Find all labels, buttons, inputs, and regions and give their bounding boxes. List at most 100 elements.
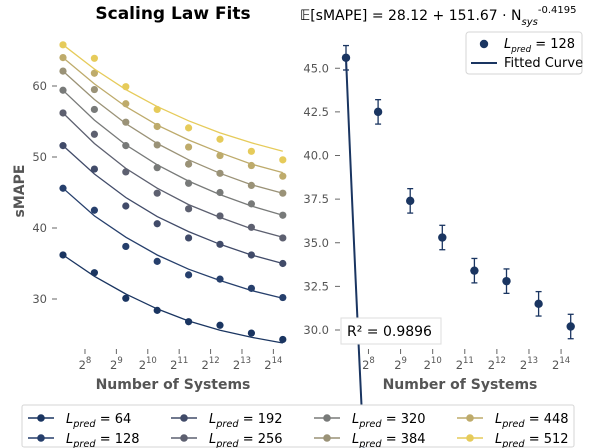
left-point-256 bbox=[122, 168, 130, 176]
right-x-tick-label: 212 bbox=[488, 356, 506, 372]
left-point-256 bbox=[216, 212, 224, 220]
left-point-448 bbox=[122, 100, 130, 108]
left-point-320 bbox=[279, 211, 287, 219]
right-x-tick-label: 211 bbox=[456, 356, 474, 372]
left-x-ticks: 28 29 210 211 212 213 214 bbox=[79, 349, 282, 372]
right-x-tick-label: 210 bbox=[424, 356, 442, 372]
left-point-448 bbox=[153, 122, 161, 131]
right-x-axis-label: Number of Systems bbox=[383, 377, 538, 393]
bottom-legend-marker bbox=[180, 434, 188, 442]
legend-label: Lpred = 128 bbox=[504, 37, 575, 55]
left-point-256 bbox=[90, 130, 98, 138]
left-y-tick-label: 50 bbox=[32, 150, 47, 164]
left-point-128 bbox=[247, 284, 255, 292]
left-fit-curve-192 bbox=[62, 145, 283, 265]
left-point-128 bbox=[122, 242, 130, 251]
left-point-384 bbox=[279, 189, 287, 197]
bottom-legend-marker bbox=[466, 414, 474, 422]
left-point-256 bbox=[59, 109, 67, 117]
right-y-ticks: 30.0 32.5 35.0 37.5 40.0 42.5 45.0 bbox=[303, 61, 340, 337]
left-point-128 bbox=[153, 257, 161, 265]
left-x-tick-label: 28 bbox=[79, 356, 92, 372]
right-point bbox=[470, 266, 479, 275]
left-point-512 bbox=[122, 83, 130, 91]
left-point-512 bbox=[185, 124, 193, 132]
left-point-384 bbox=[247, 181, 255, 189]
right-y-tick-label: 40.0 bbox=[303, 149, 329, 163]
left-point-192 bbox=[216, 240, 224, 248]
left-point-512 bbox=[90, 54, 98, 62]
bottom-legend-marker bbox=[323, 414, 331, 422]
bottom-legend-marker bbox=[466, 434, 474, 442]
right-legend: Lpred = 128 Fitted Curve bbox=[465, 31, 583, 75]
right-y-tick-label: 35.0 bbox=[303, 236, 329, 250]
bottom-legend-box bbox=[21, 404, 575, 448]
legend-label: Lpred = 192 bbox=[209, 412, 283, 430]
left-point-320 bbox=[59, 86, 67, 94]
left-point-512 bbox=[216, 135, 224, 143]
left-point-384 bbox=[185, 160, 193, 168]
left-x-tick-label: 214 bbox=[264, 356, 282, 372]
legend-label: Lpred = 448 bbox=[495, 412, 569, 430]
r2-box bbox=[340, 317, 442, 345]
right-point bbox=[341, 53, 351, 62]
left-point-384 bbox=[59, 67, 67, 75]
left-point-512 bbox=[279, 156, 287, 164]
r2-text: R² = 0.9896 bbox=[347, 324, 432, 340]
left-point-256 bbox=[247, 223, 255, 231]
left-x-tick-label: 211 bbox=[170, 356, 188, 372]
legend-label: Lpred = 512 bbox=[495, 432, 569, 448]
left-point-448 bbox=[247, 161, 255, 170]
left-point-64 bbox=[59, 251, 67, 259]
left-y-tick-label: 60 bbox=[32, 79, 47, 93]
left-point-512 bbox=[247, 147, 255, 155]
right-point bbox=[502, 276, 511, 286]
bottom-legend-marker bbox=[180, 414, 188, 422]
left-point-64 bbox=[216, 321, 224, 329]
right-chart-title: 𝔼[sMAPE] = 28.12 + 151.67 · Nsys-0.4195 bbox=[300, 5, 576, 28]
left-point-448 bbox=[90, 69, 98, 77]
left-point-192 bbox=[279, 259, 287, 268]
right-x-tick-label: 214 bbox=[552, 356, 570, 372]
right-y-tick-label: 45.0 bbox=[303, 61, 329, 75]
left-y-tick-label: 40 bbox=[32, 221, 47, 235]
left-point-512 bbox=[59, 41, 67, 49]
right-y-tick-label: 42.5 bbox=[303, 105, 329, 119]
left-point-192 bbox=[59, 142, 67, 150]
left-point-128 bbox=[185, 271, 193, 279]
left-point-128 bbox=[59, 184, 67, 192]
bottom-legend-marker bbox=[37, 434, 45, 442]
left-fit-curve-448 bbox=[62, 57, 283, 174]
left-y-tick-label: 30 bbox=[32, 292, 47, 306]
left-x-axis-label: Number of Systems bbox=[96, 377, 251, 393]
left-point-448 bbox=[279, 172, 287, 180]
right-point bbox=[373, 107, 383, 117]
left-point-128 bbox=[279, 293, 287, 302]
left-y-axis-label: sMAPE bbox=[12, 165, 28, 218]
left-point-320 bbox=[247, 200, 255, 208]
left-fit-curve-64 bbox=[62, 254, 283, 344]
right-legend-label-series: Lpred = 128 bbox=[504, 37, 575, 55]
left-point-384 bbox=[153, 141, 161, 149]
left-chart-title: Scaling Law Fits bbox=[95, 4, 250, 24]
left-fit-curve-320 bbox=[62, 89, 283, 216]
left-point-128 bbox=[90, 206, 98, 214]
left-x-tick-label: 29 bbox=[110, 356, 123, 372]
bottom-legend: Lpred = 64 Lpred = 128 Lpred = 192 Lpred = … bbox=[21, 404, 575, 448]
right-x-tick-label: 29 bbox=[394, 356, 407, 372]
left-point-192 bbox=[185, 234, 193, 242]
left-point-64 bbox=[122, 294, 130, 302]
left-point-320 bbox=[216, 188, 224, 197]
right-y-tick-label: 37.5 bbox=[303, 192, 329, 206]
left-point-256 bbox=[153, 189, 161, 197]
left-point-448 bbox=[59, 54, 67, 62]
legend-label: Lpred = 320 bbox=[352, 412, 426, 430]
bottom-legend-marker bbox=[37, 414, 45, 422]
left-point-64 bbox=[185, 318, 193, 326]
right-point bbox=[534, 299, 543, 309]
right-y-tick-label: 32.5 bbox=[303, 279, 329, 293]
left-point-448 bbox=[216, 151, 224, 160]
left-point-384 bbox=[90, 85, 98, 94]
left-point-256 bbox=[279, 234, 287, 242]
